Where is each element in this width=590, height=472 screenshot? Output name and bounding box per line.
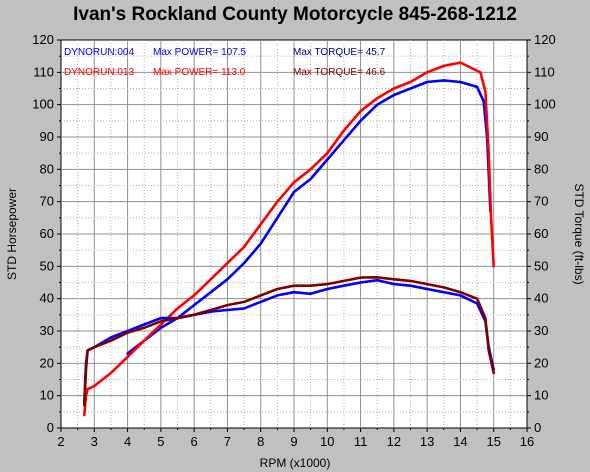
- y-tick-label-left: 50: [40, 258, 54, 273]
- legend-run-label: DYNORUN:004: [64, 47, 134, 58]
- legend-max-torque: Max TORQUE= 46.6: [293, 67, 386, 78]
- x-tick-label: 16: [520, 434, 534, 449]
- y-tick-label-left: 30: [40, 323, 54, 338]
- legend-run-label: DYNORUN:013: [64, 67, 134, 78]
- y-tick-label-right: 70: [534, 194, 548, 209]
- y-tick-label-right: 50: [534, 258, 548, 273]
- series-line-torque-dynorun-013: [83, 276, 495, 407]
- x-tick-label: 12: [387, 434, 401, 449]
- y-tick-label-left: 100: [32, 97, 54, 112]
- y-tick-label-left: 10: [40, 388, 54, 403]
- x-tick-label: 4: [124, 434, 131, 449]
- y-axis-label-right: STD Torque (ft-lbs): [572, 183, 586, 284]
- x-tick-label: 7: [224, 434, 231, 449]
- legend-max-power: Max POWER= 107.5: [153, 47, 247, 58]
- x-tick-label: 2: [57, 434, 64, 449]
- x-axis-label: RPM (x1000): [260, 456, 331, 470]
- y-tick-label-left: 70: [40, 194, 54, 209]
- y-tick-label-left: 60: [40, 226, 54, 241]
- x-tick-label: 8: [257, 434, 264, 449]
- x-tick-label: 5: [157, 434, 164, 449]
- legend-max-torque: Max TORQUE= 45.7: [293, 47, 386, 58]
- x-tick-label: 10: [320, 434, 334, 449]
- y-tick-label-right: 100: [534, 97, 556, 112]
- y-tick-label-left: 90: [40, 129, 54, 144]
- y-tick-label-right: 80: [534, 161, 548, 176]
- y-tick-label-right: 90: [534, 129, 548, 144]
- y-tick-label-left: 80: [40, 161, 54, 176]
- series-line-power-dynorun-004: [126, 79, 492, 355]
- grid: [61, 40, 527, 428]
- y-tick-label-right: 60: [534, 226, 548, 241]
- y-axis-label-left: STD Horsepower: [5, 188, 19, 280]
- x-tick-label: 6: [191, 434, 198, 449]
- legend-max-power: Max POWER= 113.0: [153, 67, 246, 78]
- chart-title: Ivan's Rockland County Motorcycle 845-26…: [73, 4, 517, 25]
- series-layer: [83, 61, 495, 417]
- x-tick-label: 15: [486, 434, 500, 449]
- y-tick-label-right: 120: [534, 32, 556, 47]
- series-line-power-dynorun-013: [83, 61, 495, 417]
- x-tick-label: 3: [91, 434, 98, 449]
- y-tick-label-right: 10: [534, 388, 548, 403]
- y-tick-label-right: 30: [534, 323, 548, 338]
- y-tick-label-right: 0: [534, 420, 541, 435]
- x-tick-label: 13: [420, 434, 434, 449]
- y-tick-label-right: 20: [534, 355, 548, 370]
- y-tick-label-right: 110: [534, 64, 555, 79]
- y-tick-label-left: 20: [40, 355, 54, 370]
- x-tick-label: 14: [453, 434, 467, 449]
- y-tick-label-left: 0: [47, 420, 54, 435]
- y-tick-label-left: 110: [33, 64, 54, 79]
- y-tick-label-left: 40: [40, 291, 54, 306]
- x-tick-label: 11: [354, 434, 368, 449]
- y-tick-label-left: 120: [32, 32, 54, 47]
- series-line-torque-dynorun-004: [83, 278, 495, 404]
- y-tick-label-right: 40: [534, 291, 548, 306]
- x-tick-label: 9: [290, 434, 297, 449]
- legend: DYNORUN:004 Max POWER= 107.5 Max TORQUE= 4…: [64, 47, 386, 78]
